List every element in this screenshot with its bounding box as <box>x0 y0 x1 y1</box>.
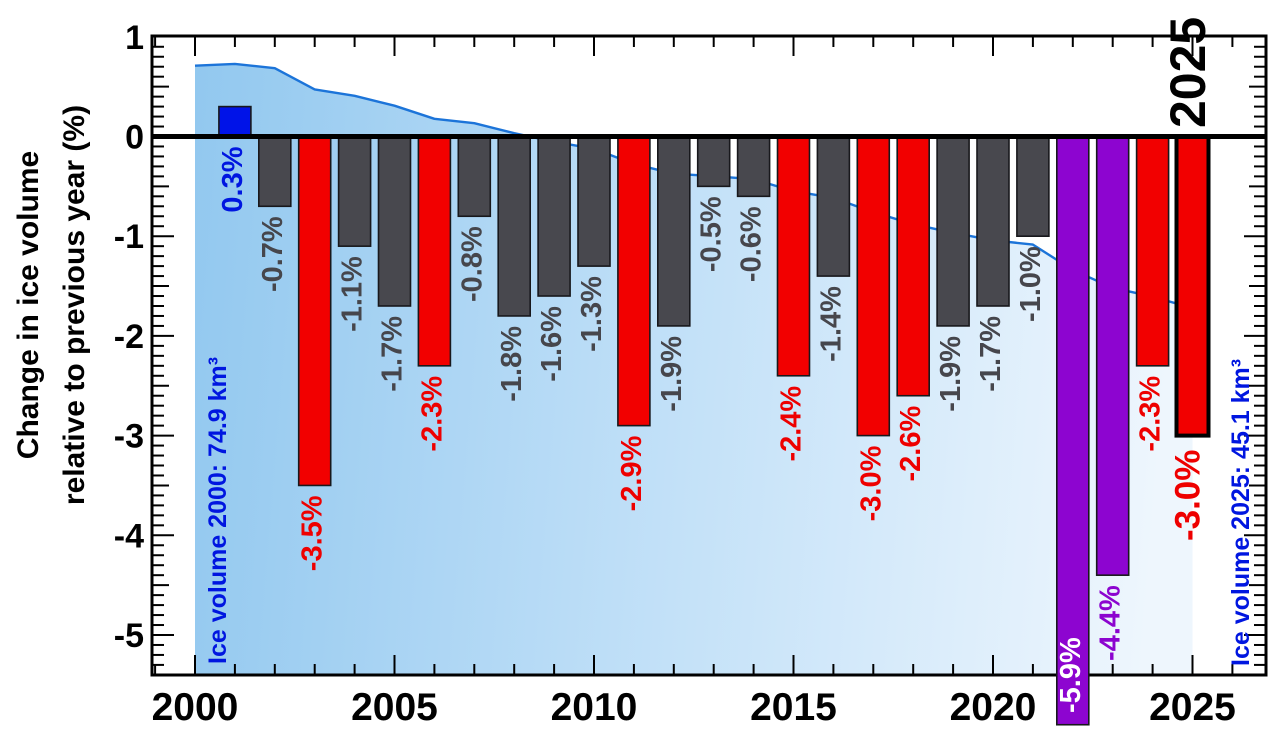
axis-ticks <box>152 36 1266 675</box>
bar-2008 <box>497 135 532 317</box>
x-tick-label-2025: 2025 <box>1149 686 1236 729</box>
bar-2020 <box>976 135 1010 307</box>
bar-label-2013: -0.5% <box>696 196 728 272</box>
y-tick-label-1: 1 <box>125 19 144 57</box>
bar-label-2014: -0.6% <box>736 206 768 282</box>
bar-label-2021: -1.0% <box>1015 246 1047 322</box>
x-tick-label-2000: 2000 <box>152 686 239 729</box>
y-tick-label-0: 0 <box>125 119 144 157</box>
bar-label-2005: -1.7% <box>377 316 409 392</box>
bar-label-2001: 0.3% <box>217 146 249 212</box>
bar-2009 <box>537 135 571 297</box>
y-tick-label--5: -5 <box>114 617 144 655</box>
bar-2018 <box>896 135 931 397</box>
x-tick-label-2015: 2015 <box>750 686 837 729</box>
bar-2022 <box>1056 135 1090 726</box>
bar-2001 <box>218 105 252 138</box>
bar-label-2006: -2.3% <box>416 376 448 452</box>
bar-label-2016: -1.4% <box>815 286 847 362</box>
bar-label-2007: -0.8% <box>456 226 488 302</box>
bar-label-2024: -2.3% <box>1135 376 1167 452</box>
bar-label-2020: -1.7% <box>975 316 1007 392</box>
bar-label-2012: -1.9% <box>656 336 688 412</box>
y-tick-label--4: -4 <box>114 517 144 555</box>
bar-label-2010: -1.3% <box>576 276 608 352</box>
bar-2017 <box>856 135 891 437</box>
bar-2021 <box>1016 135 1050 237</box>
bar-2013 <box>696 135 731 188</box>
bar-2012 <box>656 135 691 327</box>
bar-label-2003: -3.5% <box>297 495 329 571</box>
plot-frame <box>150 34 1268 677</box>
bar-label-2023: -4.4% <box>1095 585 1127 661</box>
bar-2014 <box>736 135 771 198</box>
bar-2011 <box>617 135 651 427</box>
bar-2002 <box>257 135 292 208</box>
bar-label-2018: -2.6% <box>895 406 927 482</box>
bar-2024 <box>1135 135 1170 367</box>
bar-label-2002: -0.7% <box>257 216 289 292</box>
bar-2010 <box>577 135 611 267</box>
ice-volume-2000-label: Ice volume 2000: 74.9 km³ <box>204 357 232 664</box>
y-tick-label--3: -3 <box>114 418 144 456</box>
bar-label-2025: -3.0% <box>1169 450 1208 541</box>
x-tick-label-2005: 2005 <box>351 686 438 729</box>
bars-group <box>218 105 1211 726</box>
y-axis-title-line2: relative to previous year (%) <box>58 105 91 505</box>
bar-label-2019: -1.9% <box>935 336 967 412</box>
bar-2023 <box>1095 135 1130 576</box>
bar-2006 <box>417 135 452 367</box>
bar-label-2022: -5.9% <box>1055 637 1087 713</box>
bar-2005 <box>377 135 412 307</box>
bar-label-2015: -2.4% <box>776 386 808 462</box>
bar-2003 <box>297 135 332 487</box>
bar-2016 <box>816 135 851 277</box>
y-axis-title-line1: Change in ice volume <box>12 151 45 459</box>
big-year-callout: 2025 <box>1160 17 1216 128</box>
bar-2015 <box>776 135 811 377</box>
x-tick-label-2010: 2010 <box>551 686 638 729</box>
ice-volume-2025-label: Ice volume 2025: 45.1 km³ <box>1227 359 1255 666</box>
bar-label-2008: -1.8% <box>496 326 528 402</box>
bar-2025 <box>1174 134 1211 438</box>
y-tick-label--2: -2 <box>114 318 144 356</box>
bar-2004 <box>337 135 372 247</box>
bar-2019 <box>936 135 970 327</box>
x-tick-label-2020: 2020 <box>950 686 1037 729</box>
y-tick-label--1: -1 <box>114 218 144 256</box>
bar-label-2017: -3.0% <box>855 445 887 521</box>
bar-label-2011: -2.9% <box>616 435 648 511</box>
bar-label-2004: -1.1% <box>337 256 369 332</box>
bar-label-2009: -1.6% <box>536 306 568 382</box>
ice-volume-curve <box>194 62 1193 310</box>
bar-2007 <box>457 135 492 218</box>
